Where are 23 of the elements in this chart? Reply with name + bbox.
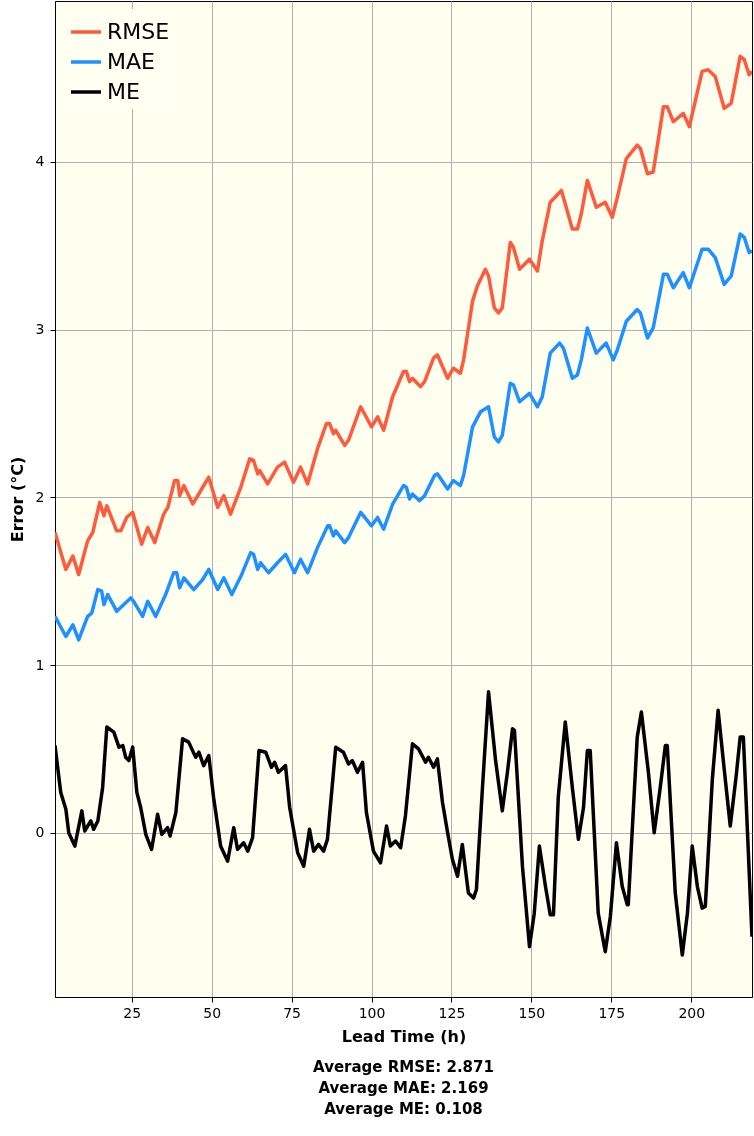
x-tick-label: 200 bbox=[678, 1004, 706, 1021]
legend-label: ME bbox=[107, 79, 140, 104]
x-tick-label: 50 bbox=[203, 1004, 222, 1021]
x-tick-label: 150 bbox=[518, 1004, 546, 1021]
x-tick-label: 125 bbox=[438, 1004, 466, 1021]
text: Average ME: 0.108 bbox=[324, 1100, 483, 1118]
y-tick-label: 4 bbox=[35, 153, 45, 170]
x-tick-label: 175 bbox=[598, 1004, 626, 1021]
legend-label: RMSE bbox=[107, 19, 170, 44]
legend-label: MAE bbox=[107, 49, 155, 74]
text: Average RMSE: 2.871 bbox=[313, 1058, 494, 1076]
line-series bbox=[55, 232, 752, 642]
y-tick-label: 0 bbox=[35, 824, 45, 841]
x-axis-title: Lead Time (h) bbox=[341, 1026, 467, 1046]
x-tick-label: 75 bbox=[283, 1004, 302, 1021]
y-tick-label: 3 bbox=[35, 321, 45, 338]
y-tick-label: 2 bbox=[35, 488, 45, 505]
text: Average MAE: 2.169 bbox=[318, 1079, 489, 1097]
y-axis-title: Error (°C) bbox=[7, 456, 27, 543]
x-tick-label: 100 bbox=[358, 1004, 386, 1021]
line-series bbox=[55, 54, 752, 577]
x-tick-label: 25 bbox=[123, 1004, 142, 1021]
y-tick-label: 1 bbox=[35, 656, 45, 673]
